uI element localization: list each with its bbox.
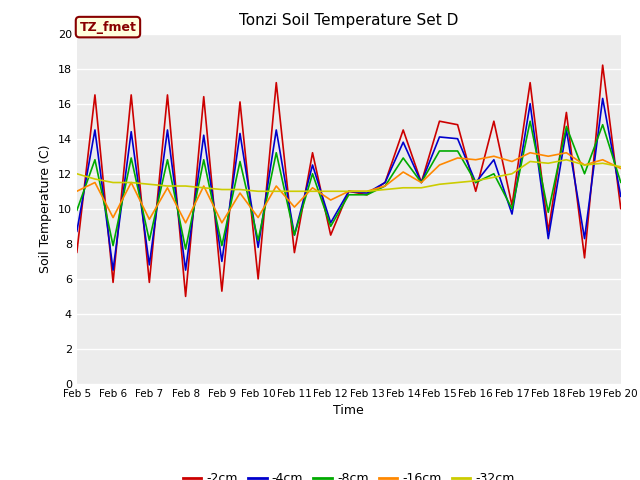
- Text: TZ_fmet: TZ_fmet: [79, 21, 136, 34]
- Y-axis label: Soil Temperature (C): Soil Temperature (C): [39, 144, 52, 273]
- X-axis label: Time: Time: [333, 405, 364, 418]
- Legend: -2cm, -4cm, -8cm, -16cm, -32cm: -2cm, -4cm, -8cm, -16cm, -32cm: [178, 467, 520, 480]
- Title: Tonzi Soil Temperature Set D: Tonzi Soil Temperature Set D: [239, 13, 458, 28]
